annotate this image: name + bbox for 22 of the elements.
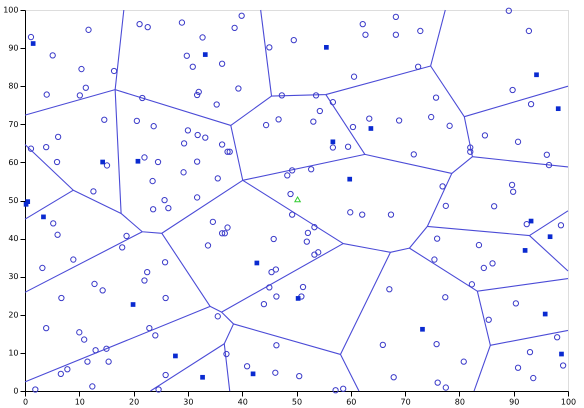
x-tick-label: 10 (74, 398, 85, 406)
y-tick-label: 60 (8, 158, 18, 167)
y-tick-label: 30 (8, 272, 18, 282)
y-tick-label: 90 (8, 44, 18, 53)
x-tick-label: 40 (238, 398, 248, 406)
x-tick-label: 100 (560, 398, 576, 406)
y-tick-label: 70 (8, 120, 18, 129)
x-tick-label: 0 (22, 398, 28, 406)
x-tick-label: 20 (129, 398, 140, 406)
y-tick-label: 0 (13, 386, 18, 396)
x-tick-label: 60 (346, 398, 356, 406)
x-tick-label: 50 (292, 398, 302, 406)
x-tick-label: 30 (183, 398, 194, 406)
x-tick-label: 90 (509, 398, 520, 406)
y-tick-label: 40 (8, 234, 18, 244)
y-tick-label: 80 (8, 82, 18, 91)
y-tick-label: 20 (8, 310, 18, 320)
x-tick-label: 70 (400, 398, 411, 406)
x-tick-label: 80 (454, 398, 465, 406)
y-tick-label: 10 (8, 348, 18, 358)
y-tick-label: 100 (3, 6, 18, 14)
y-tick-label: 50 (8, 196, 18, 205)
